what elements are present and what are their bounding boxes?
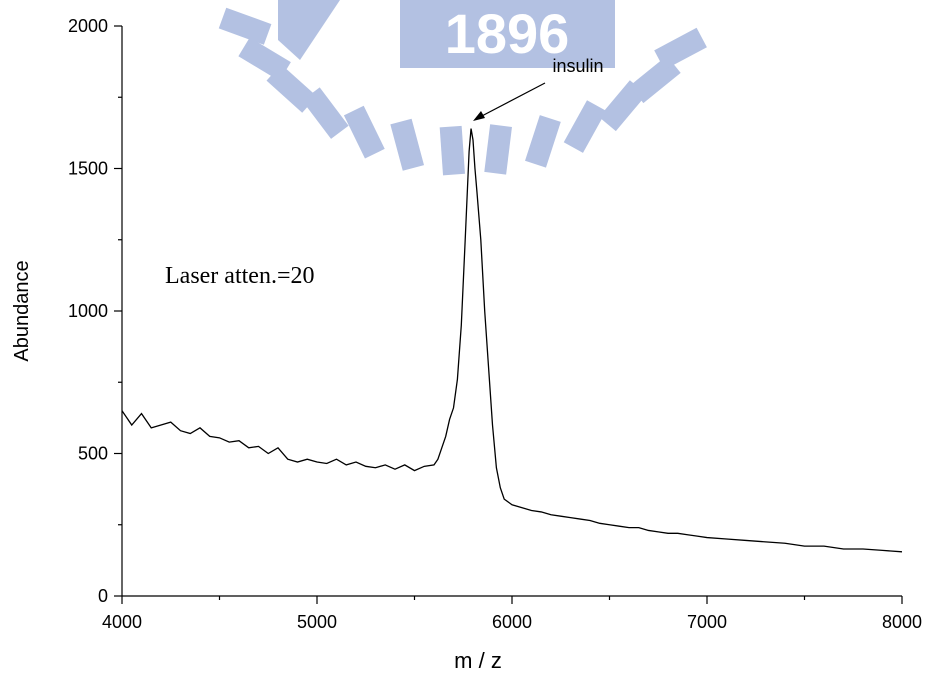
y-tick-label: 1000 [68,301,108,321]
watermark-bar [302,87,349,139]
y-tick-label: 0 [98,586,108,606]
watermark-box [400,0,615,68]
x-tick-label: 4000 [102,612,142,632]
y-axis-label: Abundance [11,260,33,361]
annotation-arrow [477,82,546,119]
watermark-bar [343,105,385,159]
y-tick-label: 500 [78,444,108,464]
spectrum-line [121,128,903,553]
watermark-bar [390,118,425,171]
watermark-text: 1896 [445,2,570,65]
watermark-bar [654,27,707,70]
y-tick-label: 2000 [68,16,108,36]
y-tick-label: 1500 [68,159,108,179]
watermark-bar [525,115,561,168]
annotation: Laser atten.=20 [165,263,314,289]
x-tick-label: 6000 [492,612,532,632]
watermark-shape [278,0,340,60]
annotation: insulin [552,56,603,76]
watermark-bar [563,100,607,153]
x-tick-label: 5000 [297,612,337,632]
watermark-bar [218,7,272,45]
watermark-bar [484,124,512,175]
x-tick-label: 8000 [882,612,922,632]
x-tick-label: 7000 [687,612,727,632]
x-axis-label: m / z [454,648,502,673]
watermark: 1896 [278,0,615,68]
watermark-bar [599,80,647,132]
watermark-bar [439,125,465,176]
arrow-head [473,111,485,121]
watermark-bars [218,7,707,176]
